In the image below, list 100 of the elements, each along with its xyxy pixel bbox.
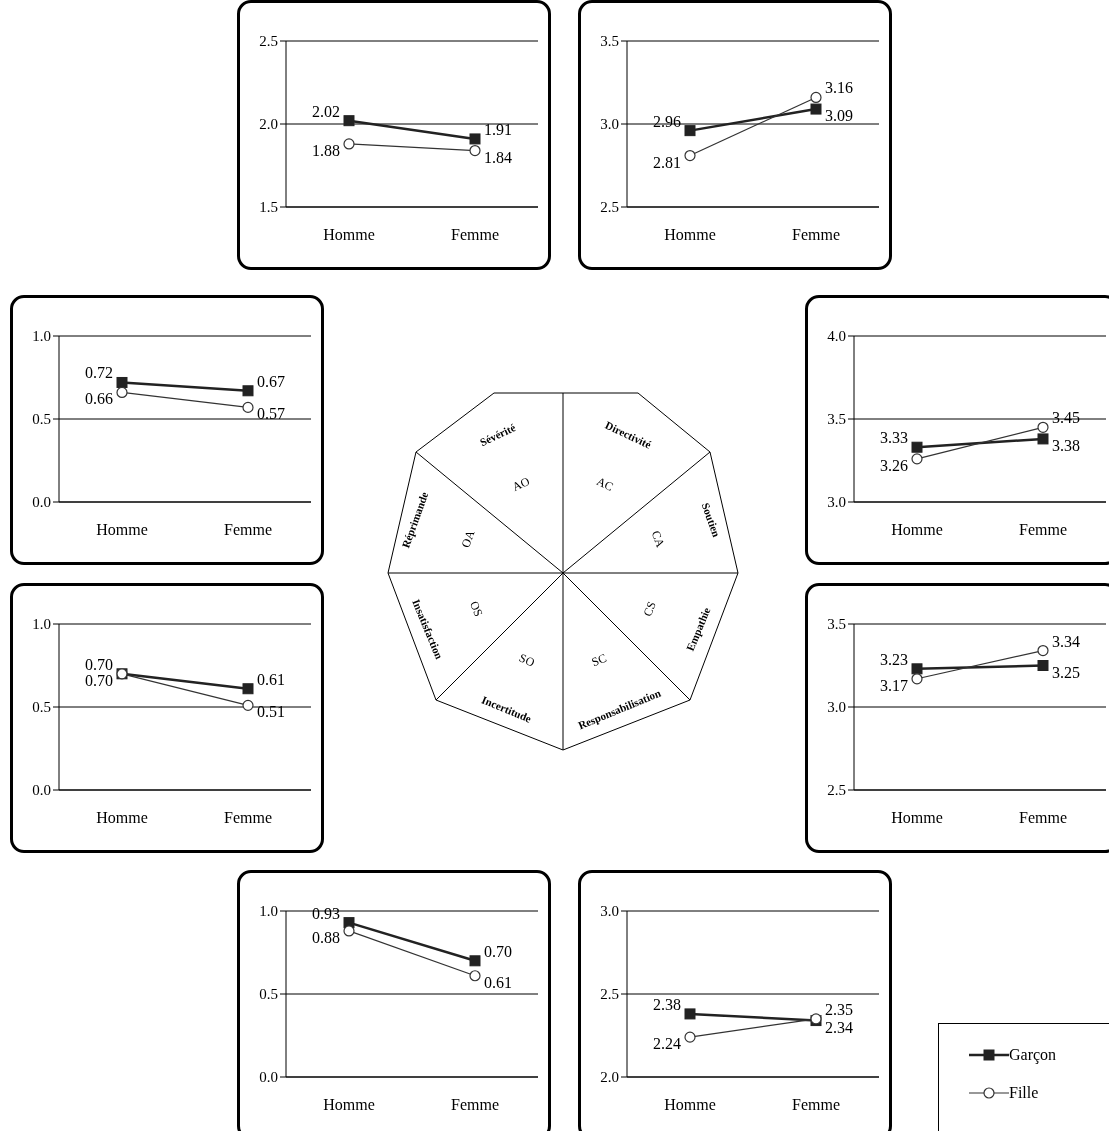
x-tick-label: Homme [664, 226, 716, 244]
x-tick-label: Femme [792, 1096, 840, 1114]
x-tick-label: Homme [96, 809, 148, 827]
text: SO [517, 650, 537, 670]
point [684, 149, 696, 162]
data-label: 0.70 [85, 671, 113, 689]
point [1037, 421, 1049, 433]
x-tick-label: Homme [891, 521, 943, 539]
y-tick-label: 1.0 [259, 903, 278, 920]
x-tick-label: Homme [323, 226, 375, 244]
data-label: 0.66 [85, 390, 113, 408]
text: Soutien [699, 501, 723, 539]
x-tick-label: Femme [224, 809, 272, 827]
data-label: 3.45 [1052, 409, 1080, 427]
y-tick-label: 1.0 [32, 328, 51, 345]
data-label: 3.33 [880, 429, 908, 447]
point [242, 683, 254, 695]
point [343, 925, 355, 937]
y-tick-label: 3.0 [827, 699, 846, 716]
x-tick-label: Homme [891, 809, 943, 827]
data-label: 2.81 [653, 153, 681, 171]
y-tick-label: 2.5 [600, 986, 619, 1003]
point [116, 376, 128, 388]
point [116, 386, 128, 399]
y-tick-label: 0.0 [259, 1069, 278, 1086]
point [1037, 660, 1049, 671]
point [1037, 644, 1049, 657]
x-tick-label: Homme [664, 1096, 716, 1114]
y-tick-label: 0.5 [259, 986, 278, 1003]
x-tick-label: Femme [451, 226, 499, 244]
text: SC [589, 650, 609, 670]
y-tick-label: 1.0 [32, 616, 51, 633]
point [469, 970, 481, 982]
y-tick-label: 3.5 [600, 33, 619, 50]
data-label: 0.61 [257, 670, 285, 688]
text: OS [466, 599, 486, 619]
data-label: 0.88 [312, 928, 340, 946]
y-tick-label: 2.5 [259, 33, 278, 50]
data-label: 3.23 [880, 650, 908, 668]
data-label: 0.57 [257, 405, 285, 423]
x-tick-label: Femme [451, 1096, 499, 1114]
data-label: 0.70 [85, 655, 113, 673]
data-label: 0.51 [257, 703, 285, 721]
y-tick-label: 4.0 [827, 328, 846, 345]
point [684, 1031, 696, 1043]
text: CS [640, 599, 659, 619]
point [911, 673, 923, 685]
y-tick-label: 3.0 [600, 903, 619, 920]
text: CA [648, 528, 668, 550]
text: AC [594, 474, 616, 494]
data-label: 3.38 [1052, 436, 1080, 454]
data-label: 3.34 [1052, 632, 1080, 650]
point [242, 401, 254, 413]
data-label: 0.70 [484, 942, 512, 960]
point [343, 138, 355, 150]
point [684, 125, 696, 137]
legend-label: Fille [1009, 1084, 1039, 1102]
point [911, 663, 923, 675]
data-label: 3.17 [880, 676, 908, 694]
y-tick-label: 0.0 [32, 494, 51, 511]
x-tick-label: Homme [96, 521, 148, 539]
y-tick-label: 2.0 [600, 1069, 619, 1086]
x-tick-label: Femme [1019, 521, 1067, 539]
point [911, 441, 923, 453]
data-label: 1.84 [484, 148, 512, 166]
legend-label: Garçon [1009, 1046, 1057, 1064]
x-tick-label: Homme [323, 1096, 375, 1114]
data-label: 0.61 [484, 973, 512, 991]
y-tick-label: 2.5 [600, 199, 619, 216]
y-tick-label: 3.5 [827, 616, 846, 633]
y-tick-label: 3.0 [827, 494, 846, 511]
point [469, 955, 481, 967]
data-label: 1.91 [484, 120, 512, 138]
point [1037, 433, 1049, 445]
point [810, 103, 822, 115]
y-tick-label: 0.0 [32, 782, 51, 799]
data-label: 2.34 [825, 1018, 853, 1036]
data-label: 0.93 [312, 904, 340, 922]
data-label: 2.38 [653, 995, 681, 1013]
data-label: 0.72 [85, 364, 113, 382]
data-label: 2.02 [312, 102, 340, 120]
data-label: 0.67 [257, 372, 285, 390]
data-label: 3.25 [1052, 663, 1080, 681]
y-tick-label: 0.5 [32, 699, 51, 716]
data-label: 3.16 [825, 79, 853, 97]
point [343, 115, 355, 127]
data-label: 2.35 [825, 1000, 853, 1018]
data-label: 2.24 [653, 1035, 681, 1053]
text: OA [458, 528, 478, 550]
x-tick-label: Femme [1019, 809, 1067, 827]
data-label: 1.88 [312, 141, 340, 159]
y-tick-label: 1.5 [259, 199, 278, 216]
data-label: 3.26 [880, 456, 908, 474]
point [911, 453, 923, 465]
point [684, 1008, 696, 1020]
point [810, 91, 822, 104]
data-label: 3.09 [825, 107, 853, 125]
point [469, 133, 481, 145]
x-tick-label: Femme [224, 521, 272, 539]
text: AO [510, 473, 533, 495]
